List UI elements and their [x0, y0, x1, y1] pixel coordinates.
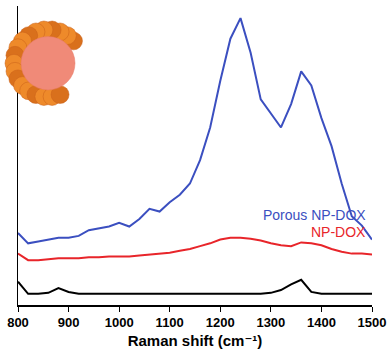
svg-text:1100: 1100: [156, 315, 184, 330]
svg-text:800: 800: [7, 315, 29, 330]
svg-text:Porous NP-DOX: Porous NP-DOX: [263, 207, 366, 223]
svg-text:Raman shift (cm⁻¹): Raman shift (cm⁻¹): [128, 332, 263, 349]
svg-text:1400: 1400: [307, 315, 336, 330]
svg-text:1000: 1000: [105, 315, 134, 330]
svg-text:900: 900: [58, 315, 80, 330]
svg-text:1300: 1300: [256, 315, 285, 330]
svg-text:NP-DOX: NP-DOX: [311, 224, 366, 240]
svg-text:1200: 1200: [206, 315, 235, 330]
svg-text:1500: 1500: [358, 315, 387, 330]
